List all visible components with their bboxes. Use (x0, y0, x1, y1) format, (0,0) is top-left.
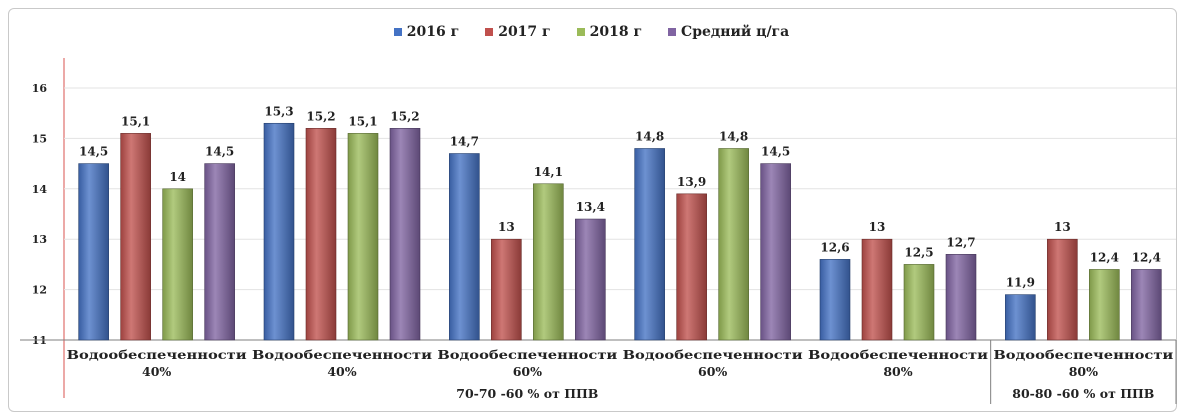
chart-frame (8, 8, 1177, 412)
x-category-label: Водообеспеченности (67, 347, 247, 362)
x-category-label: Водообеспеченности (437, 347, 617, 362)
x-category-label: Водообеспеченности (623, 347, 803, 362)
bar (634, 148, 665, 341)
legend-label-2017: 2017 г (498, 24, 551, 40)
x-category-label: 60% (698, 364, 727, 379)
data-label: 14,5 (79, 145, 108, 159)
bar (903, 264, 935, 341)
bar (718, 148, 749, 341)
legend-swatch-2018 (576, 28, 585, 36)
data-label: 12,6 (820, 240, 849, 254)
x-category-label: 40% (327, 364, 356, 379)
legend-item-2017: 2017 г (485, 24, 551, 40)
x-category-label: 80% (1069, 364, 1098, 379)
y-tick-label: 13 (32, 233, 47, 246)
legend-swatch-average (668, 28, 677, 36)
bar (389, 128, 421, 341)
data-label: 15,2 (306, 109, 335, 123)
x-category-label: Водообеспеченности (808, 347, 988, 362)
bar (491, 238, 522, 341)
x-category-label: Водообеспеченности (993, 347, 1173, 362)
data-label: 11,9 (1006, 276, 1035, 290)
x-category-label: 60% (513, 364, 542, 379)
y-tick-label: 16 (32, 82, 48, 95)
legend-swatch-2016 (393, 28, 402, 36)
data-label: 13 (869, 220, 886, 234)
bar (263, 122, 295, 341)
y-tick-label: 14 (32, 183, 48, 196)
legend-label-average: Средний ц/га (681, 24, 790, 40)
data-label: 14,8 (635, 129, 664, 143)
bar (347, 133, 379, 341)
bar (760, 163, 791, 341)
bar (78, 163, 109, 341)
legend-swatch-2017 (485, 28, 494, 36)
x-category-label: 80% (883, 364, 912, 379)
y-tick-label: 15 (32, 132, 47, 145)
x-category-label: Водообеспеченности (252, 347, 432, 362)
data-label: 13,9 (677, 175, 706, 189)
legend-item-2016: 2016 г (393, 24, 460, 40)
bar (819, 259, 851, 341)
bar (1047, 238, 1078, 341)
data-label: 13 (498, 220, 515, 234)
legend-label-2016: 2016 г (406, 24, 460, 40)
bar (676, 193, 707, 341)
data-label: 13 (1054, 220, 1071, 234)
data-label: 14,5 (205, 145, 234, 159)
group-label: 70-70 -60 % от ППВ (456, 386, 598, 401)
data-label: 12,4 (1090, 250, 1119, 264)
y-tick-label: 12 (32, 284, 47, 297)
data-label: 14,1 (534, 165, 563, 179)
data-label: 13,4 (576, 200, 605, 214)
legend-item-2018: 2018 г (576, 24, 643, 40)
data-label: 15,2 (390, 109, 419, 123)
bar (204, 163, 235, 341)
bar (1131, 269, 1162, 341)
data-label: 15,1 (121, 114, 150, 128)
data-label: 12,5 (904, 245, 933, 259)
bar (305, 128, 337, 341)
data-label: 14,5 (761, 145, 790, 159)
bar (162, 188, 193, 341)
bar (449, 153, 480, 341)
data-label: 12,7 (946, 235, 975, 249)
data-label: 14,7 (450, 135, 479, 149)
data-label: 15,1 (348, 114, 377, 128)
bar (1005, 294, 1036, 341)
legend-item-average: Средний ц/га (668, 24, 789, 40)
data-label: 12,4 (1132, 250, 1161, 264)
bar (945, 254, 977, 341)
legend: 2016 г 2017 г 2018 г Средний ц/га (0, 24, 1183, 40)
bar (861, 238, 893, 341)
data-label: 15,3 (264, 104, 293, 118)
data-label: 14 (169, 170, 186, 184)
bar (533, 183, 564, 341)
x-category-label: 40% (142, 364, 171, 379)
bar (1089, 269, 1120, 341)
legend-label-2018: 2018 г (589, 24, 643, 40)
group-label: 80-80 -60 % от ППВ (1012, 386, 1154, 401)
data-label: 14,8 (719, 129, 748, 143)
bar (120, 133, 151, 341)
bar (575, 218, 606, 341)
